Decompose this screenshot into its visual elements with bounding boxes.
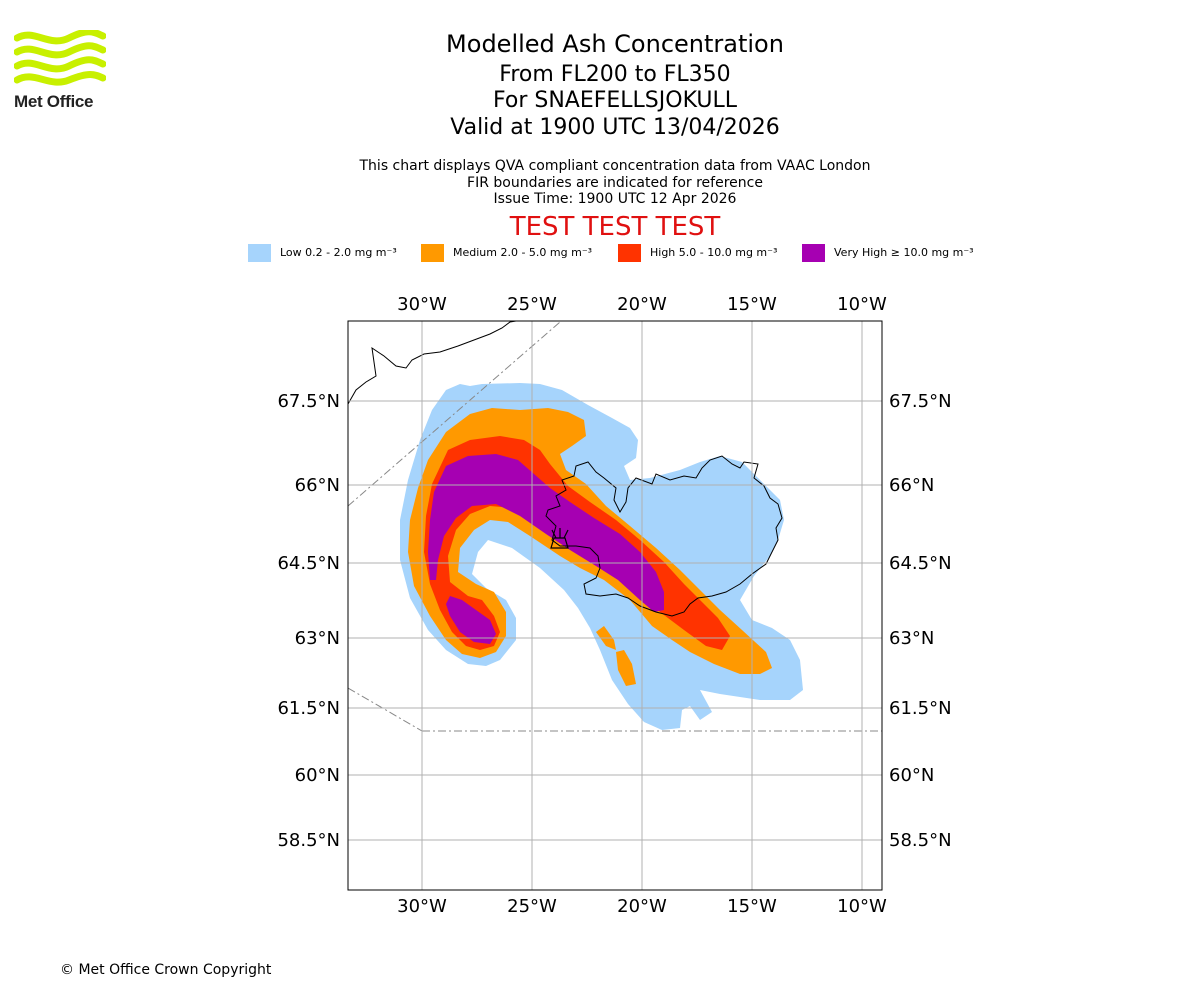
greenland-coastline: [348, 321, 517, 405]
legend-swatch-high: [618, 244, 641, 262]
note-qva: This chart displays QVA compliant concen…: [359, 158, 871, 174]
lat-tick-right-66n: 66°N: [889, 475, 934, 496]
lon-tick-top-30w: 30°W: [397, 294, 447, 315]
iceland-coastline: [545, 455, 783, 617]
lat-tick-left-63n: 63°N: [295, 628, 340, 649]
ash-patch-medium-2: [616, 650, 636, 686]
map-plot-area: [348, 321, 882, 890]
lat-tick-right-61-5n: 61.5°N: [889, 698, 952, 719]
lat-tick-left-61-5n: 61.5°N: [277, 698, 340, 719]
lon-tick-top-20w: 20°W: [617, 294, 667, 315]
volcano-name: For SNAEFELLSJOKULL: [492, 88, 738, 113]
lat-tick-left-64-5n: 64.5°N: [277, 553, 340, 574]
lon-tick-top-15w: 15°W: [727, 294, 777, 315]
lat-tick-left-58-5n: 58.5°N: [277, 830, 340, 851]
volcano-icon: [550, 528, 569, 549]
flight-level-range: From FL200 to FL350: [499, 62, 731, 87]
legend-label-low: Low 0.2 - 2.0 mg m⁻³: [280, 246, 397, 259]
legend-swatch-very-high: [802, 244, 825, 262]
lat-tick-right-60n: 60°N: [889, 765, 934, 786]
map-frame: [347, 320, 883, 891]
copyright: © Met Office Crown Copyright: [60, 962, 272, 978]
lat-tick-right-63n: 63°N: [889, 628, 934, 649]
lat-tick-right-58-5n: 58.5°N: [889, 830, 952, 851]
ash-area-very-high: [428, 454, 664, 612]
note-fir: FIR boundaries are indicated for referen…: [467, 174, 763, 191]
legend-label-very-high: Very High ≥ 10.0 mg m⁻³: [834, 246, 974, 259]
lon-tick-top-10w: 10°W: [837, 294, 887, 315]
chart-title: Modelled Ash Concentration: [446, 30, 784, 58]
lat-tick-right-64-5n: 64.5°N: [889, 553, 952, 574]
test-banner: TEST TEST TEST: [509, 212, 721, 242]
lat-tick-right-67-5n: 67.5°N: [889, 391, 952, 412]
lon-tick-bottom-15w: 15°W: [727, 896, 777, 917]
lon-tick-bottom-30w: 30°W: [397, 896, 447, 917]
lat-tick-left-67-5n: 67.5°N: [277, 391, 340, 412]
issue-time: Issue Time: 1900 UTC 12 Apr 2026: [493, 191, 737, 207]
legend-swatch-low: [248, 244, 271, 262]
lat-tick-left-66n: 66°N: [295, 475, 340, 496]
lon-tick-bottom-25w: 25°W: [507, 896, 557, 917]
ash-area-very-high-tail: [446, 596, 496, 644]
legend-swatch-medium: [421, 244, 444, 262]
lat-tick-left-60n: 60°N: [295, 765, 340, 786]
lon-tick-top-25w: 25°W: [507, 294, 557, 315]
met-office-logo: Met Office: [14, 30, 110, 114]
logo-wordmark: Met Office: [14, 92, 94, 111]
chart-notes: This chart displays QVA compliant concen…: [315, 158, 915, 208]
map-gridlines: [348, 321, 882, 890]
legend-label-medium: Medium 2.0 - 5.0 mg m⁻³: [453, 246, 593, 259]
legend-label-high: High 5.0 - 10.0 mg m⁻³: [650, 246, 778, 259]
wave-logo-icon: [14, 30, 106, 86]
valid-time: Valid at 1900 UTC 13/04/2026: [450, 115, 780, 140]
lon-tick-bottom-10w: 10°W: [837, 896, 887, 917]
lon-tick-bottom-20w: 20°W: [617, 896, 667, 917]
